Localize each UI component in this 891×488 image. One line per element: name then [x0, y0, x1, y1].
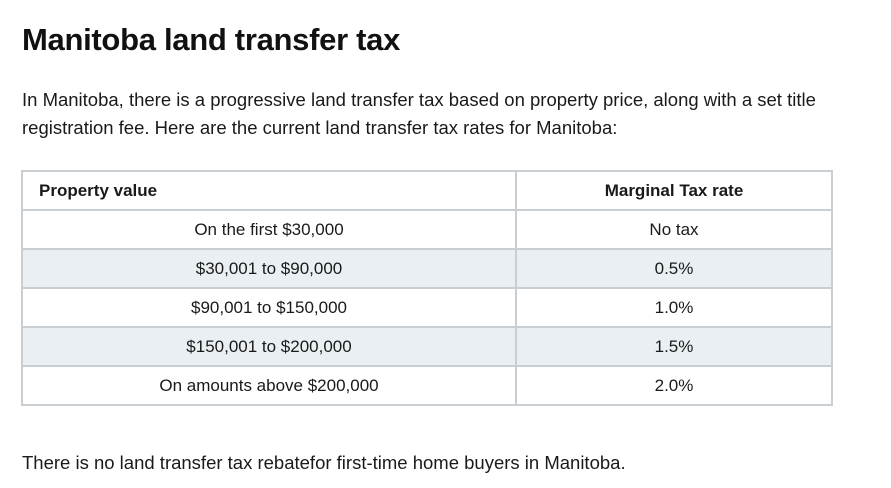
table-row: $30,001 to $90,000 0.5%: [21, 248, 833, 289]
page-title: Manitoba land transfer tax: [22, 22, 401, 57]
table-row: $150,001 to $200,000 1.5%: [21, 326, 833, 367]
header-property-value: Property value: [21, 170, 517, 211]
tax-rate-cell: 1.0%: [515, 287, 833, 328]
tax-rate-cell: 0.5%: [515, 248, 833, 289]
tax-rate-cell: No tax: [515, 209, 833, 250]
table-row: On amounts above $200,000 2.0%: [21, 365, 833, 406]
intro-paragraph: In Manitoba, there is a progressive land…: [22, 89, 816, 138]
table-row: On the first $30,000 No tax: [21, 209, 833, 250]
property-value-cell: $30,001 to $90,000: [21, 248, 517, 289]
property-value-cell: On amounts above $200,000: [21, 365, 517, 406]
property-value-cell: $150,001 to $200,000: [21, 326, 517, 367]
tax-rate-cell: 1.5%: [515, 326, 833, 367]
footer-note: There is no land transfer tax rebatefor …: [22, 452, 626, 473]
property-value-cell: On the first $30,000: [21, 209, 517, 250]
property-value-cell: $90,001 to $150,000: [21, 287, 517, 328]
tax-rate-cell: 2.0%: [515, 365, 833, 406]
tax-rates-table: Property value Marginal Tax rate On the …: [21, 170, 833, 406]
header-marginal-tax-rate: Marginal Tax rate: [515, 170, 833, 211]
table-header-row: Property value Marginal Tax rate: [21, 170, 833, 211]
table-row: $90,001 to $150,000 1.0%: [21, 287, 833, 328]
